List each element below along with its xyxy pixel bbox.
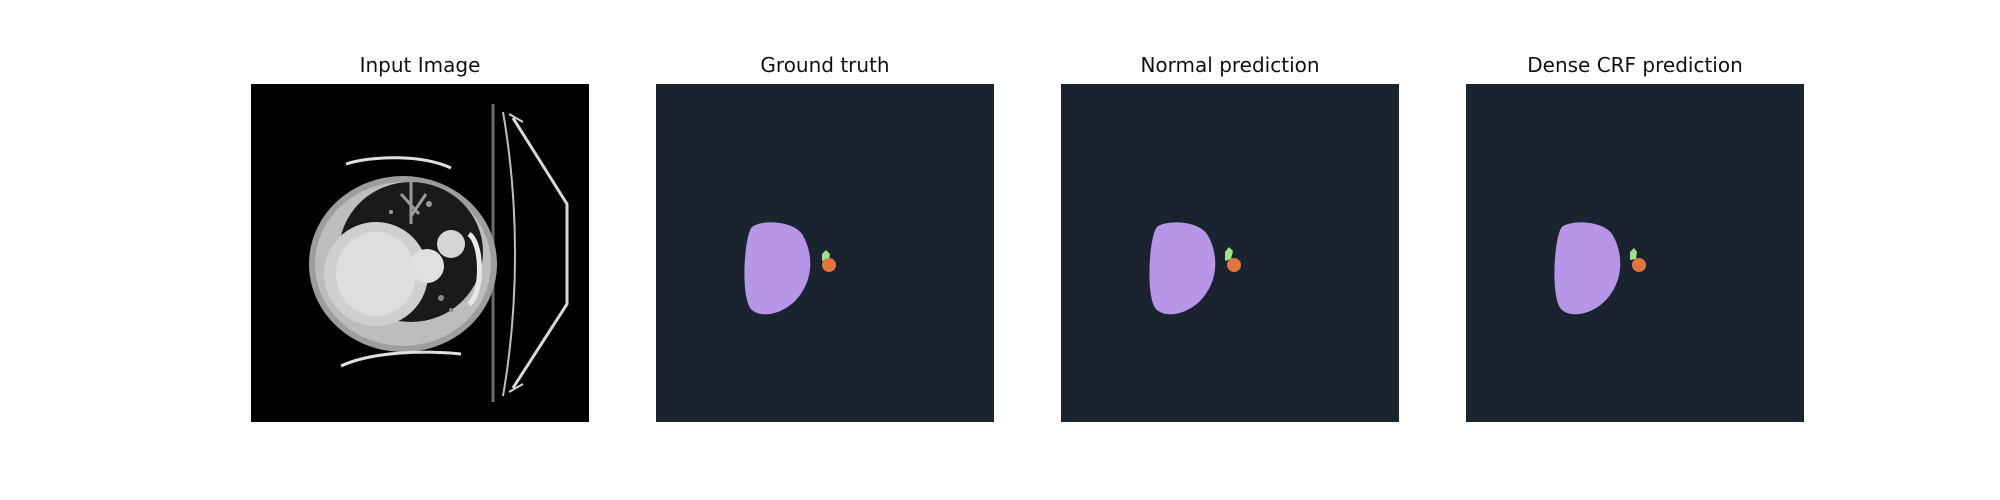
dense-crf-prediction-mask: [1466, 84, 1804, 422]
normal-prediction-panel: [1061, 84, 1399, 422]
normal-prediction-mask: [1061, 84, 1399, 422]
input-image-panel: [251, 84, 589, 422]
panel-title-ground-truth: Ground truth: [760, 53, 890, 77]
panel-title-input-image: Input Image: [359, 53, 481, 77]
ct-slice-image: [251, 84, 589, 422]
ground-truth-mask: [656, 84, 994, 422]
panel-title-normal-prediction: Normal prediction: [1140, 53, 1320, 77]
ground-truth-panel: [656, 84, 994, 422]
panel-title-dense-crf-prediction: Dense CRF prediction: [1527, 53, 1743, 77]
dense-crf-prediction-panel: [1466, 84, 1804, 422]
